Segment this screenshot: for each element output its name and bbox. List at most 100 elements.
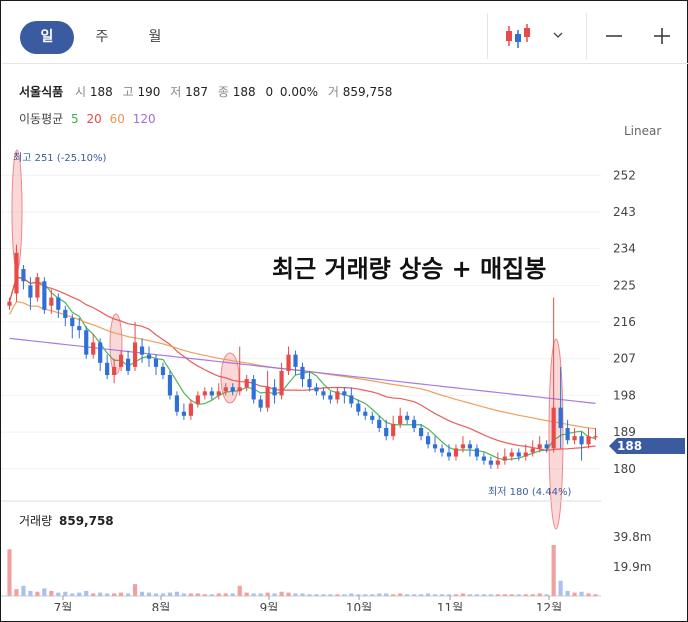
volume-bar (467, 594, 473, 596)
toolbar-divider (586, 13, 587, 59)
minus-icon[interactable] (604, 20, 624, 52)
candle-body (446, 452, 452, 457)
y-tick-label: 207 (613, 352, 636, 366)
candle-body (84, 330, 89, 355)
annotation-text: 최근 거래량 상승 + 매집봉 (272, 255, 546, 283)
candle-body (14, 252, 19, 294)
y-tick-label: 234 (613, 242, 636, 256)
candle-body (307, 379, 312, 388)
candle-body (35, 277, 40, 298)
volume-bar (495, 594, 500, 596)
tab-week[interactable]: 주 (95, 29, 109, 45)
candle-body (195, 395, 200, 404)
price-chart[interactable]: 180 189 198 207 216 225 234 243 252 39.8m 19.9m 7… (1, 141, 687, 611)
high-marker: 최고 251 (-25.10%) (13, 152, 106, 164)
candle-body (384, 428, 389, 437)
candle-body (453, 448, 459, 457)
volume-bar (509, 594, 514, 596)
candle-body (474, 448, 480, 457)
volume-bar (105, 593, 110, 596)
volume-bar (460, 593, 466, 596)
candle-body (258, 399, 263, 408)
candle-body (223, 387, 228, 392)
volume-bar (377, 593, 382, 596)
volume-bar (544, 594, 549, 596)
candle-body (125, 358, 131, 371)
candle-body (112, 366, 117, 376)
candle-body (565, 428, 570, 441)
candle-body (502, 456, 507, 461)
candle-body (251, 379, 256, 400)
volume-bar (286, 592, 291, 596)
toolbar-divider (487, 13, 488, 59)
volume-bar (28, 590, 33, 596)
open-value: 188 (89, 85, 113, 99)
volume-bar (300, 593, 305, 596)
volume-bar (579, 591, 584, 596)
volume-bar (272, 593, 277, 596)
volume-bar (202, 594, 207, 596)
volume-bar (77, 592, 82, 596)
volume-bar (314, 594, 319, 596)
volume-tick-label: 19.9m (613, 560, 651, 574)
candle-body (139, 346, 145, 355)
volume-bar (391, 594, 396, 596)
x-tick-label: 10월 (346, 601, 372, 611)
volume-bar (146, 592, 152, 596)
scale-mode-toggle[interactable]: Linear (624, 124, 662, 138)
candle-body (230, 387, 235, 392)
candle-body (391, 423, 396, 437)
candle-body (160, 366, 166, 376)
candle-body (495, 460, 500, 465)
candle-body (377, 419, 382, 429)
candle-body (363, 411, 368, 416)
candle-body (56, 297, 61, 310)
volume-bar (586, 593, 591, 596)
candle-body (202, 391, 207, 396)
candle-body (28, 285, 33, 298)
candle-body (188, 403, 193, 416)
x-tick-label: 11월 (437, 601, 463, 611)
candle-body (21, 269, 26, 282)
y-tick-label: 252 (613, 168, 636, 182)
candle-body (370, 415, 375, 420)
candle-body (544, 444, 549, 449)
volume-bar (35, 591, 40, 596)
volume-bar (70, 593, 75, 596)
plus-icon[interactable] (652, 20, 672, 52)
volume-bar (384, 593, 389, 596)
volume-bar (188, 593, 193, 596)
volume-bar (230, 593, 235, 596)
volume-bar (439, 594, 445, 596)
change-value: 0 (265, 85, 274, 99)
tab-day[interactable]: 일 (20, 21, 74, 54)
highlight-oval (11, 149, 23, 271)
volume-bar (565, 590, 570, 596)
chevron-down-icon[interactable] (550, 20, 566, 52)
volume-bar (21, 585, 26, 596)
candle-body (537, 444, 542, 449)
y-axis-ticks: 180 189 198 207 216 225 234 243 252 (613, 168, 636, 475)
candle-body (342, 391, 347, 396)
volume-bar (112, 593, 117, 596)
volume-bar (488, 594, 493, 596)
highlight-ovals (11, 149, 564, 530)
volume-bar (181, 593, 186, 596)
low-label: 저 (170, 85, 182, 99)
volume-bar (265, 592, 270, 596)
candle-body (488, 460, 493, 465)
volume-bar (132, 584, 138, 596)
volume-bar (537, 593, 542, 596)
candle-body (558, 407, 563, 429)
candle-body (244, 379, 249, 388)
candle-body (412, 419, 417, 429)
volume-bar (56, 592, 61, 596)
volume-bar (342, 594, 347, 596)
volume-bar (251, 593, 256, 596)
candle-body (77, 326, 82, 331)
candlestick-icon[interactable] (504, 20, 532, 52)
volume-bar (356, 594, 361, 596)
candle-body (265, 387, 270, 408)
tab-month[interactable]: 월 (148, 29, 162, 45)
y-tick-label: 180 (613, 462, 636, 476)
